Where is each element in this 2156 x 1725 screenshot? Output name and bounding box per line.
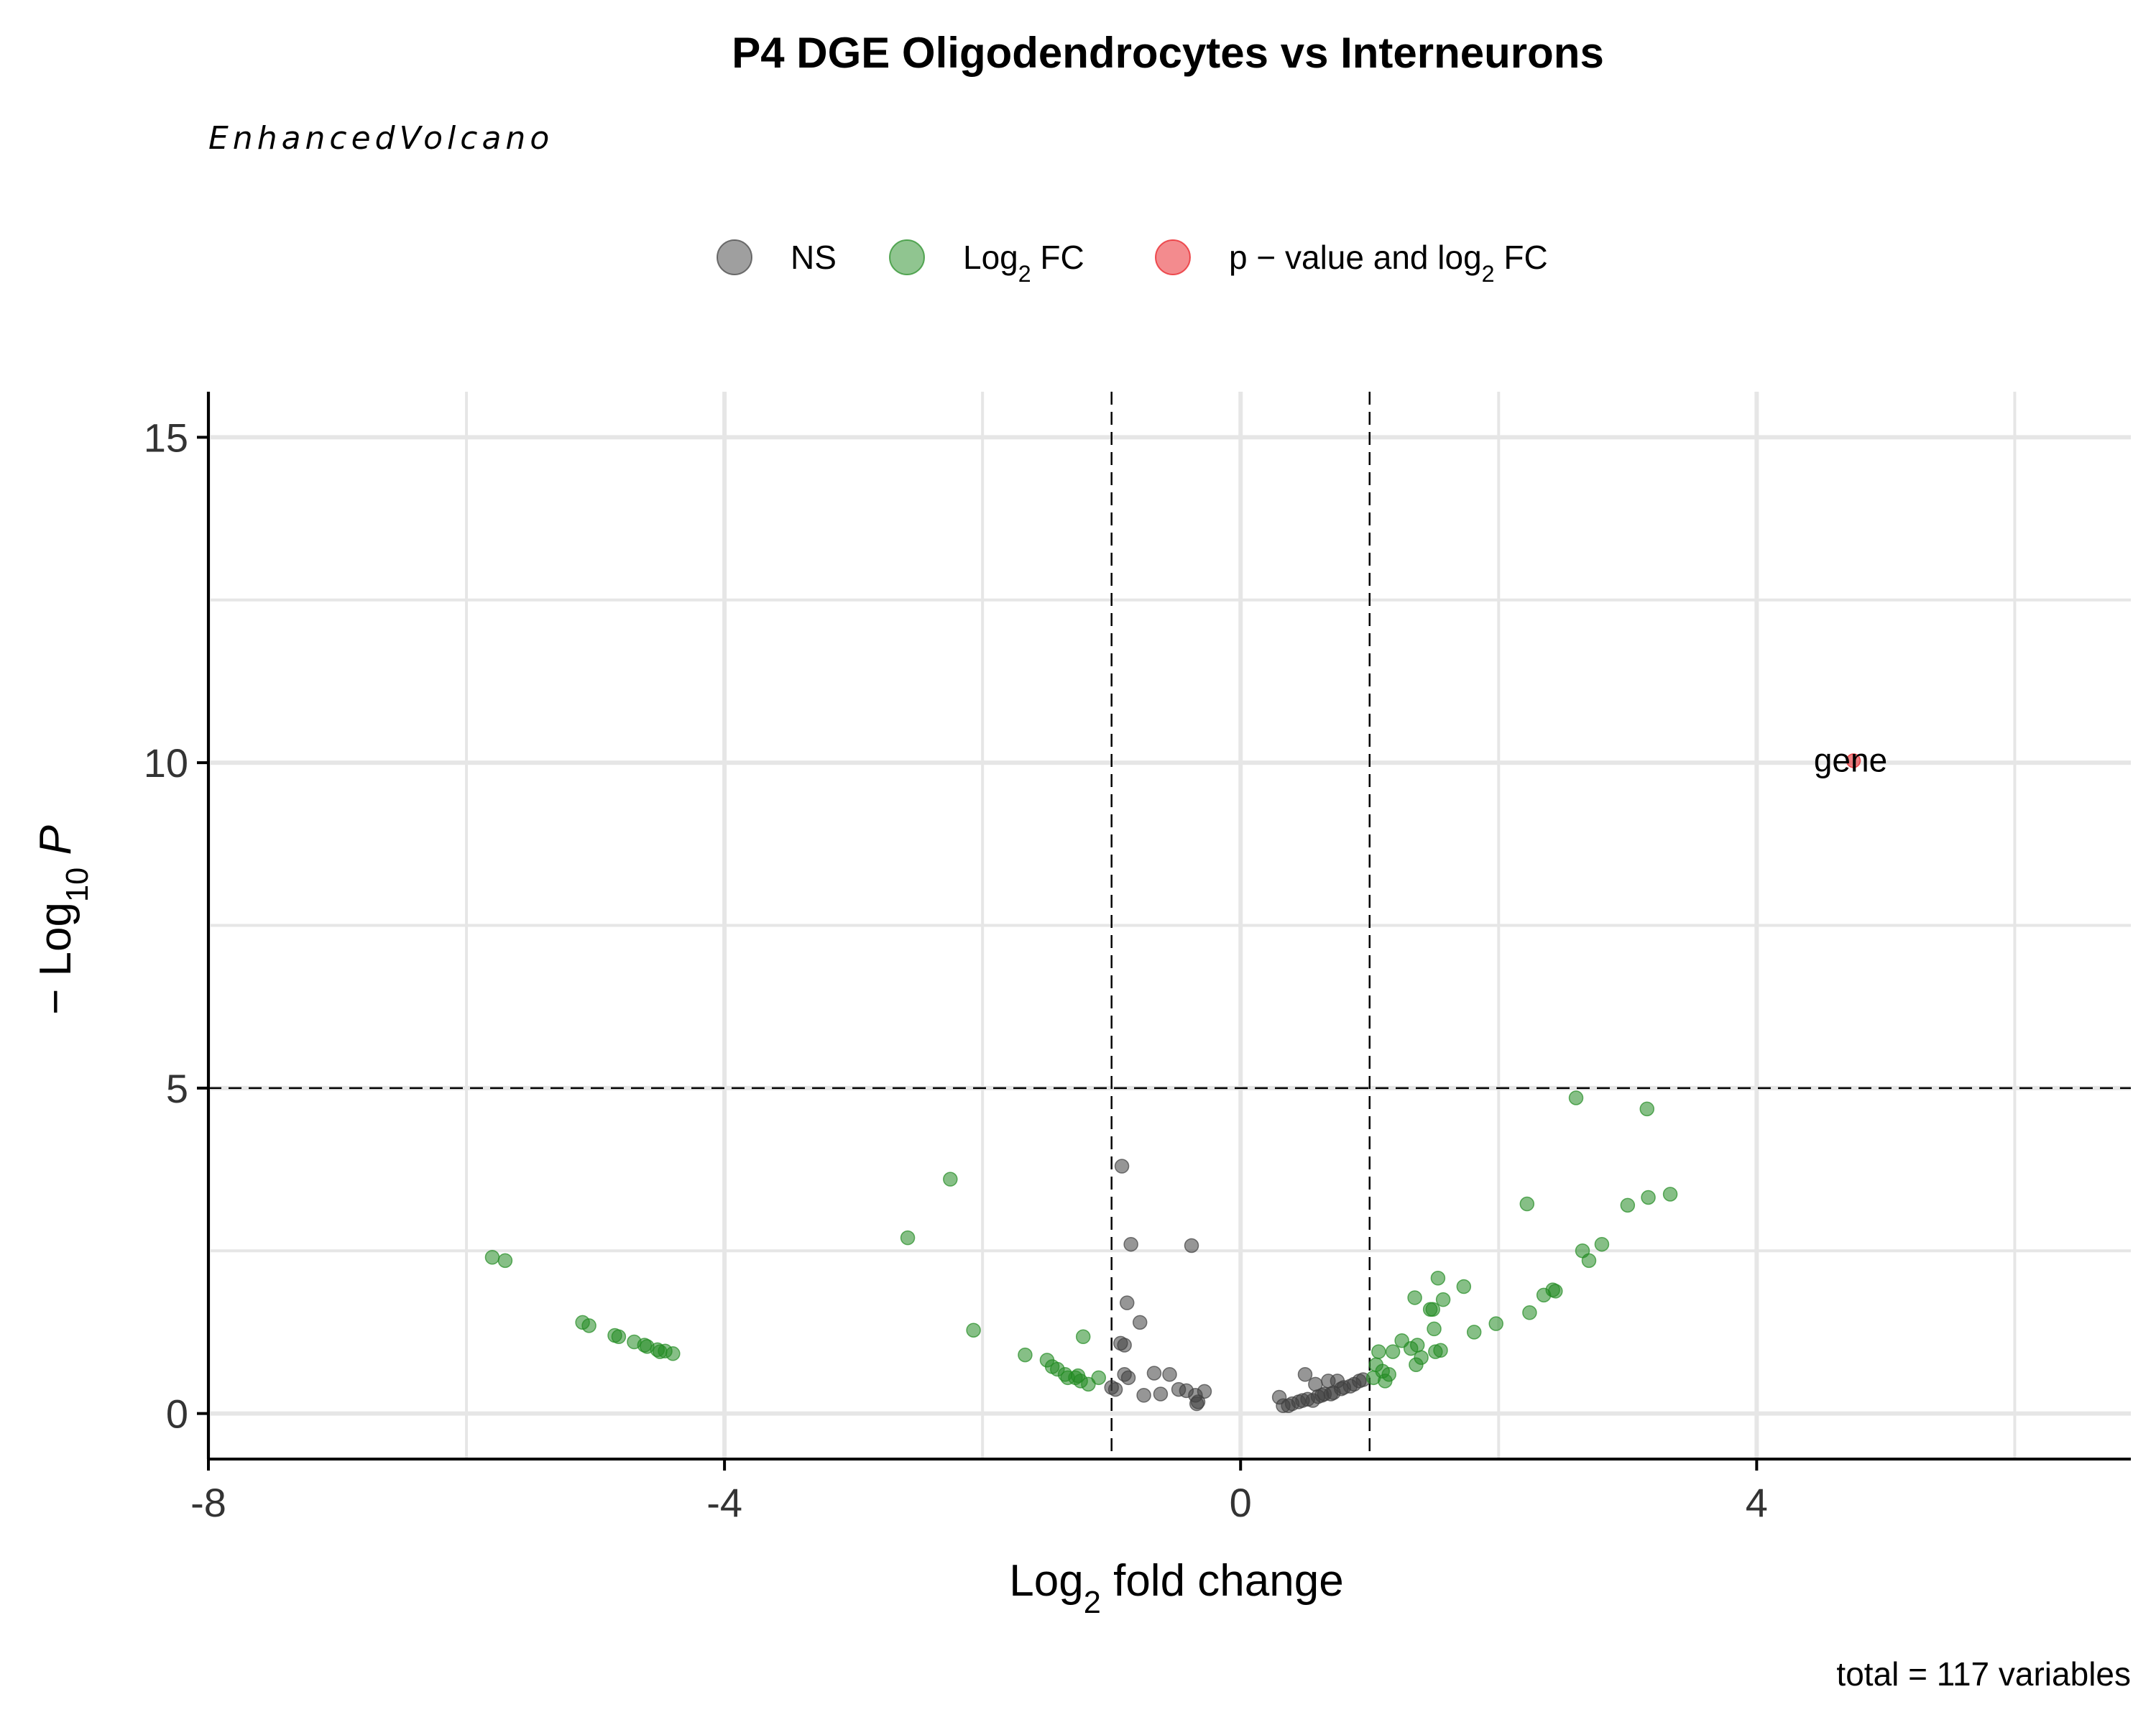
- data-point-fc: [1414, 1350, 1429, 1365]
- axes: [207, 392, 2131, 1460]
- data-point-fc: [1081, 1376, 1096, 1392]
- x-tick-label: -4: [706, 1480, 742, 1525]
- x-tick-label: 0: [1230, 1480, 1252, 1525]
- data-point-fc: [1581, 1253, 1597, 1269]
- data-point-fc: [1075, 1329, 1091, 1345]
- annotations: gene: [1814, 741, 1887, 778]
- data-point-ns: [1132, 1315, 1148, 1330]
- data-point-fc: [1435, 1292, 1451, 1307]
- y-tick-label: 10: [144, 740, 188, 786]
- data-point-fc: [1639, 1101, 1655, 1117]
- x-tick-label: -8: [190, 1480, 226, 1525]
- point-label: gene: [1814, 741, 1887, 778]
- legend-label-pfc: p − value and log2 FC: [1229, 239, 1548, 287]
- data-point-ns: [1136, 1388, 1151, 1403]
- data-point-fc: [966, 1322, 981, 1338]
- legend-key-fc: [889, 239, 925, 275]
- data-point-pfc: [1846, 753, 1861, 768]
- data-point-ns: [1120, 1295, 1135, 1310]
- data-point-fc: [1018, 1347, 1033, 1363]
- y-axis-title: − Log10 P: [31, 825, 95, 1015]
- data-point-fc: [665, 1346, 681, 1361]
- grid: [206, 392, 2131, 1459]
- data-point-fc: [1488, 1316, 1503, 1331]
- data-point-fc: [1385, 1344, 1401, 1359]
- data-point-fc: [497, 1253, 513, 1269]
- legend: NS Log2 FC p − value and log2 FC: [717, 239, 1548, 287]
- x-axis-title: Log2 fold change: [1009, 1556, 1343, 1620]
- data-point-fc: [900, 1230, 916, 1246]
- data-point-fc: [1568, 1090, 1584, 1105]
- data-point-fc: [581, 1318, 596, 1333]
- data-point-ns: [1162, 1367, 1177, 1382]
- data-point-fc: [1409, 1338, 1425, 1353]
- data-point-fc: [611, 1329, 627, 1345]
- data-point-ns: [1297, 1367, 1313, 1382]
- x-tick-label: 4: [1746, 1480, 1768, 1525]
- data-point-fc: [1371, 1344, 1386, 1359]
- data-point-fc: [1091, 1370, 1107, 1386]
- caption: total = 117 variables: [1836, 1655, 2131, 1693]
- data-point-ns: [1189, 1396, 1204, 1412]
- data-point-fc: [1641, 1190, 1656, 1205]
- y-tick-label: 0: [166, 1392, 188, 1437]
- data-point-ns: [1107, 1381, 1123, 1397]
- data-point-fc: [1519, 1196, 1535, 1212]
- legend-key-ns: [717, 239, 752, 275]
- data-point-fc: [1620, 1197, 1636, 1213]
- legend-label-fc: Log2 FC: [963, 239, 1084, 287]
- data-point-fc: [943, 1172, 958, 1187]
- data-point-fc: [1427, 1321, 1442, 1337]
- chart-subtitle: EnhancedVolcano: [208, 120, 553, 157]
- data-point-ns: [1146, 1366, 1162, 1381]
- data-point-fc: [1548, 1284, 1563, 1299]
- data-point-ns: [1120, 1370, 1136, 1386]
- data-point-ns: [1326, 1385, 1341, 1400]
- legend-label-ns: NS: [791, 239, 837, 276]
- data-point-ns: [1153, 1386, 1169, 1402]
- data-point-ns: [1117, 1338, 1132, 1353]
- data-point-fc: [1662, 1187, 1678, 1202]
- data-point-fc: [1430, 1271, 1446, 1286]
- data-point-ns: [1114, 1159, 1130, 1174]
- legend-key-pfc: [1155, 239, 1191, 275]
- cutoff-lines: [208, 392, 2131, 1459]
- data-point-fc: [484, 1250, 500, 1265]
- data-point-ns: [1123, 1236, 1138, 1252]
- data-point-fc: [1466, 1325, 1482, 1340]
- data-points: [484, 753, 1861, 1413]
- data-point-fc: [1433, 1343, 1448, 1358]
- y-tick-label: 15: [144, 415, 188, 460]
- chart-title: P4 DGE Oligodendrocytes vs Interneurons: [732, 29, 1604, 77]
- data-point-fc: [1594, 1236, 1610, 1252]
- data-point-ns: [1184, 1238, 1199, 1254]
- data-point-fc: [1381, 1367, 1396, 1382]
- data-point-fc: [1522, 1305, 1537, 1320]
- data-point-fc: [1456, 1279, 1472, 1294]
- y-tick-label: 5: [166, 1066, 188, 1111]
- data-point-fc: [1425, 1302, 1440, 1317]
- data-point-fc: [1407, 1290, 1422, 1305]
- ticks: -8 -4 0 4 0 5 10 15: [144, 415, 1768, 1525]
